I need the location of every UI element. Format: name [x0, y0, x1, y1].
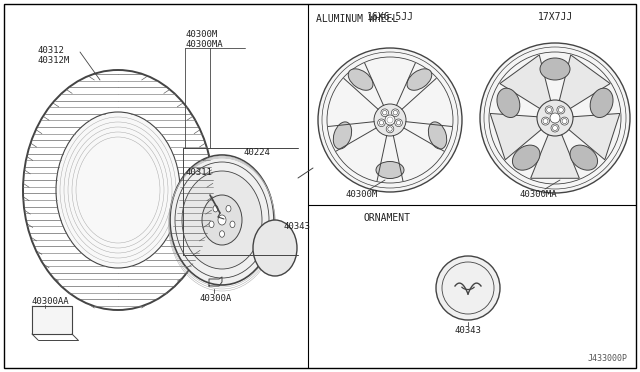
- Ellipse shape: [218, 215, 226, 225]
- Polygon shape: [569, 113, 620, 160]
- Ellipse shape: [407, 69, 432, 90]
- Ellipse shape: [230, 221, 235, 228]
- Circle shape: [395, 119, 403, 126]
- Ellipse shape: [497, 88, 520, 118]
- Text: 17X7JJ: 17X7JJ: [538, 12, 573, 22]
- Polygon shape: [32, 306, 72, 334]
- Polygon shape: [490, 113, 541, 160]
- Circle shape: [545, 106, 553, 114]
- Ellipse shape: [56, 112, 180, 268]
- Circle shape: [392, 109, 399, 116]
- Circle shape: [561, 117, 568, 125]
- Ellipse shape: [590, 88, 613, 118]
- Ellipse shape: [170, 155, 274, 285]
- Text: 40312: 40312: [38, 46, 65, 55]
- Ellipse shape: [570, 145, 598, 170]
- Circle shape: [541, 117, 550, 125]
- Ellipse shape: [209, 221, 214, 228]
- Polygon shape: [500, 55, 550, 109]
- Polygon shape: [531, 135, 579, 178]
- Ellipse shape: [226, 205, 231, 212]
- Text: 40300M: 40300M: [345, 190, 377, 199]
- Circle shape: [436, 256, 500, 320]
- Text: 40343: 40343: [283, 222, 310, 231]
- Text: 40311: 40311: [186, 168, 213, 177]
- Text: 40300AA: 40300AA: [32, 297, 70, 306]
- Circle shape: [551, 124, 559, 132]
- Ellipse shape: [513, 145, 540, 170]
- Text: J433000P: J433000P: [588, 354, 628, 363]
- Text: 40312M: 40312M: [38, 56, 70, 65]
- Text: 16X6.5JJ: 16X6.5JJ: [367, 12, 413, 22]
- Circle shape: [374, 104, 406, 136]
- Circle shape: [480, 43, 630, 193]
- Circle shape: [550, 113, 560, 123]
- Text: 40300M: 40300M: [185, 30, 217, 39]
- Ellipse shape: [428, 122, 447, 149]
- Circle shape: [385, 115, 395, 125]
- Text: ALUMINUM WHEEL: ALUMINUM WHEEL: [316, 14, 398, 24]
- Circle shape: [318, 48, 462, 192]
- Ellipse shape: [253, 220, 297, 276]
- Polygon shape: [559, 55, 610, 109]
- Text: 40300A: 40300A: [200, 294, 232, 303]
- Text: ORNAMENT: ORNAMENT: [363, 213, 410, 223]
- Text: 40224: 40224: [244, 148, 271, 157]
- Text: 40300MA: 40300MA: [185, 40, 223, 49]
- Circle shape: [381, 109, 388, 116]
- Ellipse shape: [376, 161, 404, 179]
- Ellipse shape: [202, 195, 242, 245]
- Ellipse shape: [540, 58, 570, 80]
- Ellipse shape: [213, 205, 218, 212]
- Circle shape: [378, 119, 385, 126]
- Ellipse shape: [182, 171, 262, 269]
- Ellipse shape: [220, 231, 225, 237]
- Circle shape: [386, 125, 394, 133]
- Circle shape: [537, 100, 573, 136]
- Text: 40343: 40343: [454, 326, 481, 335]
- Text: 40300MA: 40300MA: [520, 190, 557, 199]
- Circle shape: [557, 106, 565, 114]
- Ellipse shape: [348, 69, 373, 90]
- Ellipse shape: [333, 122, 351, 149]
